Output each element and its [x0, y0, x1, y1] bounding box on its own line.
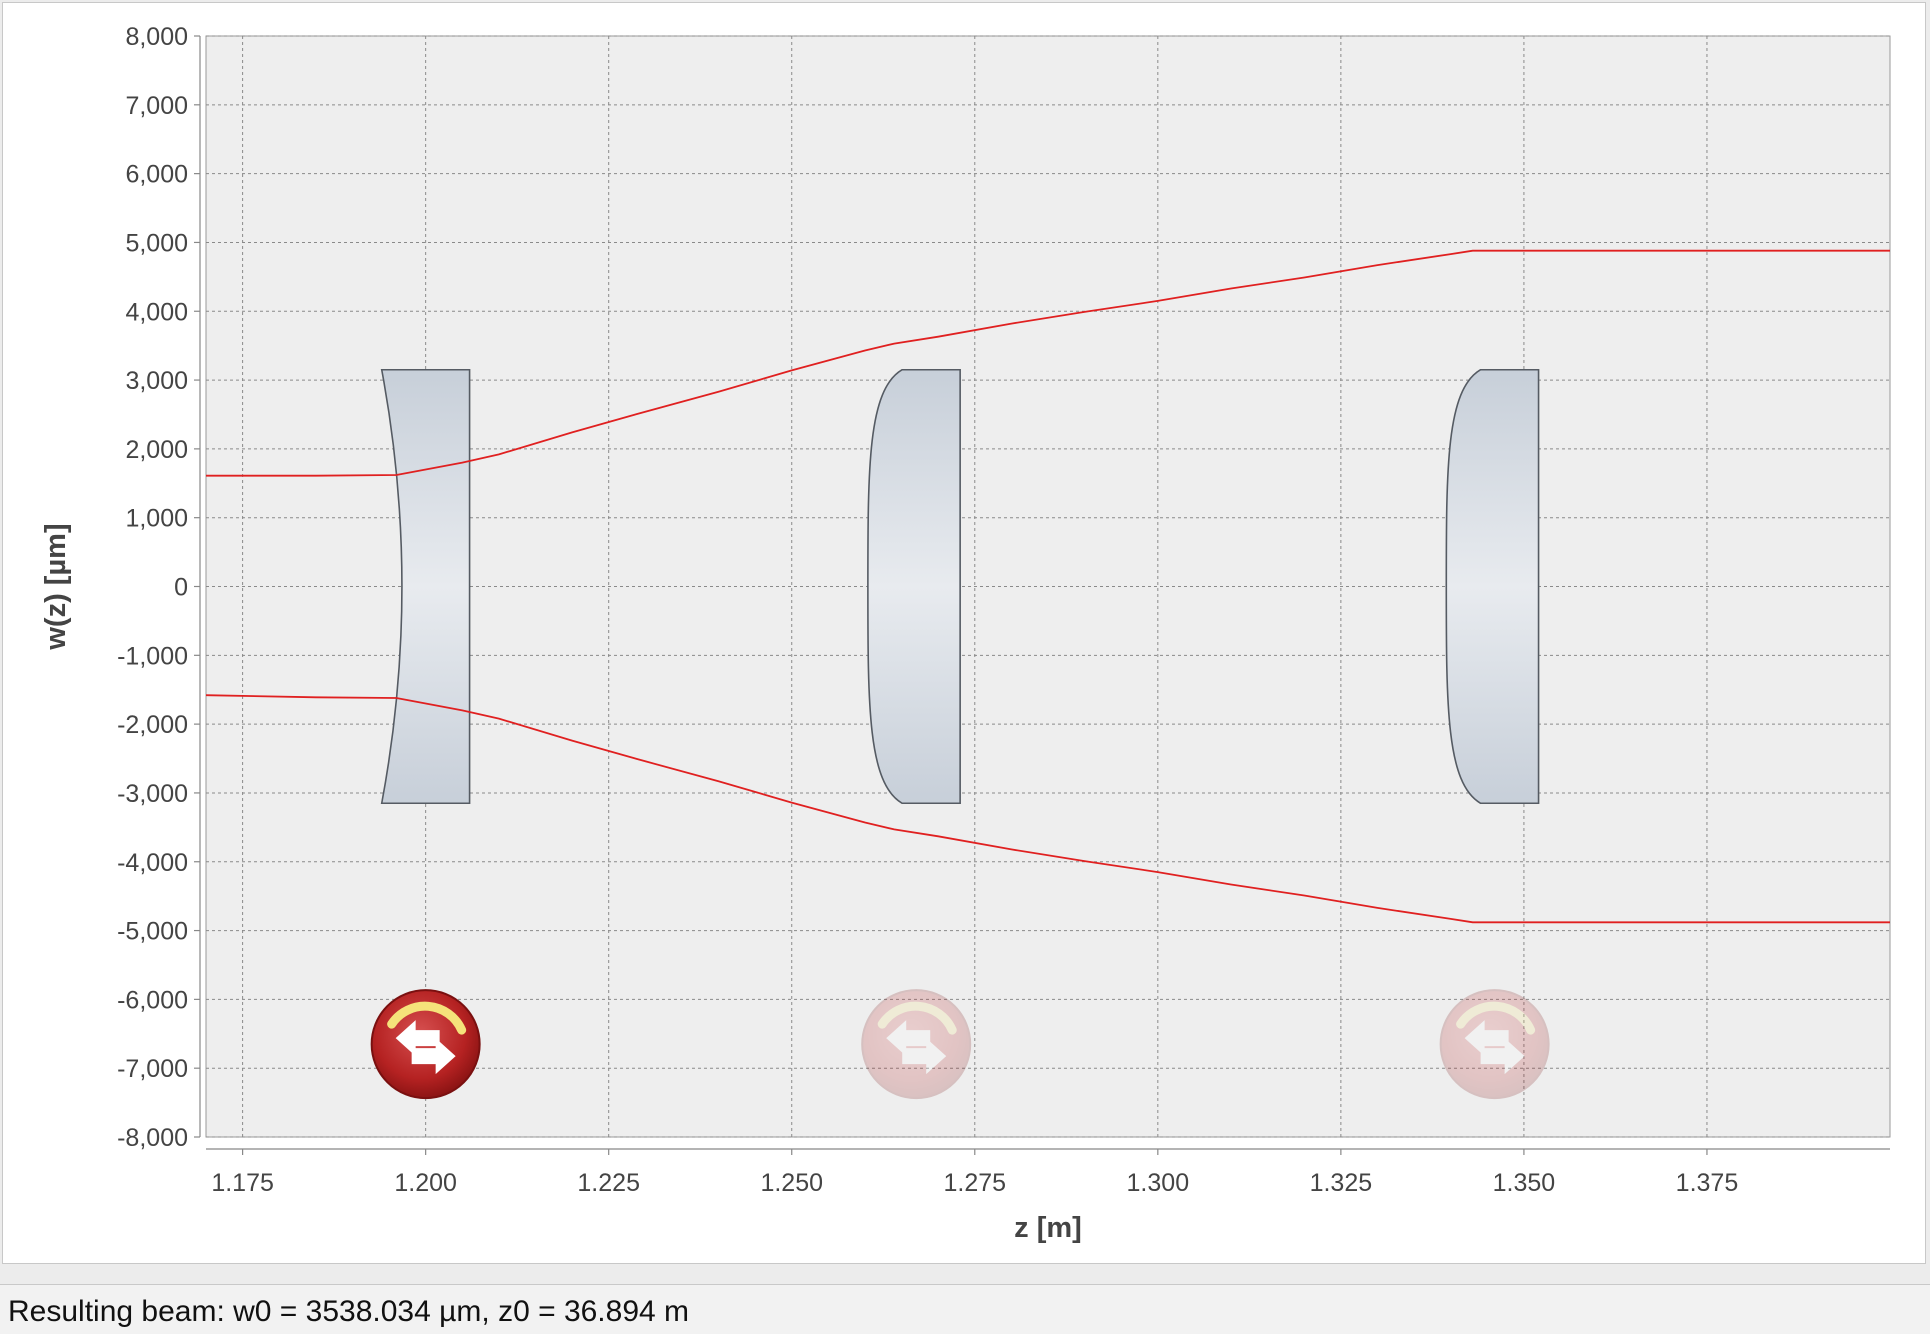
y-tick-label: -7,000 [117, 1055, 188, 1083]
right-arrow [1480, 1038, 1525, 1075]
icon-arc [387, 1001, 467, 1035]
axes: 8,000 7,000 6,000 5,000 4,000 3,000 2,000 1,000… [117, 23, 1890, 1197]
status-text: Resulting beam: w0 = 3538.034 µm, z0 = 3… [8, 1295, 690, 1328]
rotate-arrows-icon[interactable] [370, 989, 481, 1100]
flip-buttons [370, 989, 1550, 1100]
y-tick-label: 2,000 [125, 436, 188, 464]
x-tick-label: 1.300 [1127, 1169, 1190, 1197]
y-tick-label: -3,000 [117, 780, 188, 808]
y-tick-label: 4,000 [125, 298, 188, 326]
x-tick-label: 1.175 [211, 1169, 274, 1197]
left-arrow [1464, 1020, 1509, 1057]
right-arrow [411, 1038, 456, 1075]
lens-layer [380, 368, 1540, 805]
left-arrow [395, 1020, 440, 1057]
x-tick-label: 1.325 [1310, 1169, 1373, 1197]
left-arrow [886, 1020, 931, 1057]
y-tick-label: -1,000 [117, 642, 188, 670]
y-tick-label: 1,000 [125, 505, 188, 533]
x-axis-title: z [m] [1014, 1212, 1082, 1244]
y-tick-label: -6,000 [117, 986, 188, 1014]
chart-panel: 8,000 7,000 6,000 5,000 4,000 3,000 2,000 1,000… [2, 2, 1926, 1264]
icon-arc [877, 1001, 957, 1035]
y-tick-label: -2,000 [117, 711, 188, 739]
icon-arc [1456, 1001, 1536, 1035]
grid [206, 35, 1890, 1138]
y-tick-label: -5,000 [117, 918, 188, 946]
y-tick-label: -4,000 [117, 849, 188, 877]
rotate-arrows-icon[interactable] [1439, 989, 1550, 1100]
beam-lower-line [205, 694, 1890, 924]
x-tick-label: 1.225 [577, 1169, 640, 1197]
y-tick-label: 5,000 [125, 229, 188, 257]
y-axis-title: w(z) [µm] [40, 523, 72, 650]
y-tick-label: 6,000 [125, 161, 188, 189]
lens-plano-convex [867, 368, 961, 805]
series-layer [205, 249, 1890, 924]
rotate-arrows-icon[interactable] [861, 989, 972, 1100]
y-tick-label: 3,000 [125, 367, 188, 395]
status-bar: Resulting beam: w0 = 3538.034 µm, z0 = 3… [0, 1284, 1930, 1334]
x-tick-label: 1.200 [394, 1169, 457, 1197]
y-tick-label: -8,000 [117, 1124, 188, 1152]
x-tick-label: 1.350 [1493, 1169, 1556, 1197]
icon-circle [861, 989, 972, 1100]
x-tick-label: 1.275 [944, 1169, 1007, 1197]
lens-plano-concave [380, 368, 471, 805]
beam-upper-line [206, 249, 1890, 477]
x-tick-label: 1.250 [760, 1169, 823, 1197]
right-arrow [902, 1038, 947, 1075]
beam-chart: 8,000 7,000 6,000 5,000 4,000 3,000 2,000 1,000… [40, 23, 1891, 1244]
y-tick-label: 7,000 [125, 92, 188, 120]
icon-circle [1439, 989, 1550, 1100]
y-tick-label: 0 [174, 574, 188, 602]
x-tick-label: 1.375 [1676, 1169, 1739, 1197]
lens-plano-convex [1445, 368, 1540, 805]
y-tick-label: 8,000 [125, 23, 188, 51]
